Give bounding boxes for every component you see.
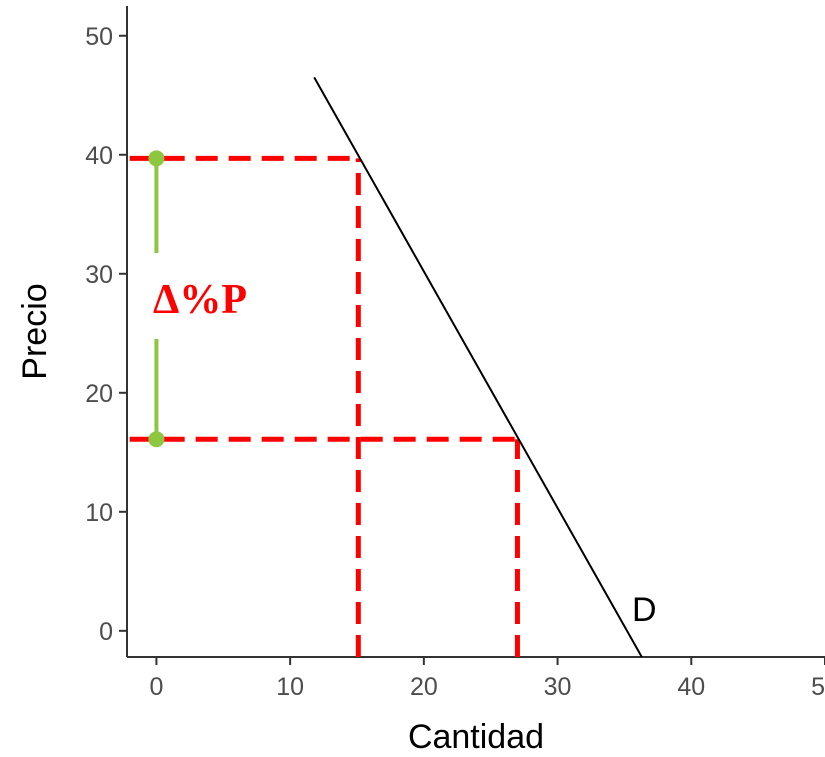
x-tick-label: 40 [677,673,705,701]
x-axis-title: Cantidad [408,718,544,756]
y-tick-label: 50 [85,23,113,51]
x-tick-label: 10 [276,673,304,701]
y-tick-label: 20 [85,380,113,408]
y-tick-label: 10 [85,499,113,527]
x-tick-label: 50 [811,673,825,701]
demand-curve-label: D [632,591,657,629]
axes: 0 10 20 30 40 50 0 10 20 30 40 50 [85,6,825,701]
delta-p-annotation: Δ%P [148,150,247,448]
y-tick-label: 0 [99,618,113,646]
y-axis-title: Precio [16,283,54,379]
x-tick-label: 0 [149,673,163,701]
x-tick-label: 30 [544,673,572,701]
demand-line [313,76,643,658]
delta-bracket-bottom-dot [148,431,165,448]
delta-percent-p-label: Δ%P [153,277,247,323]
y-tick-label: 40 [85,142,113,170]
reference-lines [129,155,520,657]
demand-series: D [313,76,657,658]
y-tick-label: 30 [85,261,113,289]
delta-bracket-top-dot [148,150,165,167]
x-tick-label: 20 [410,673,438,701]
